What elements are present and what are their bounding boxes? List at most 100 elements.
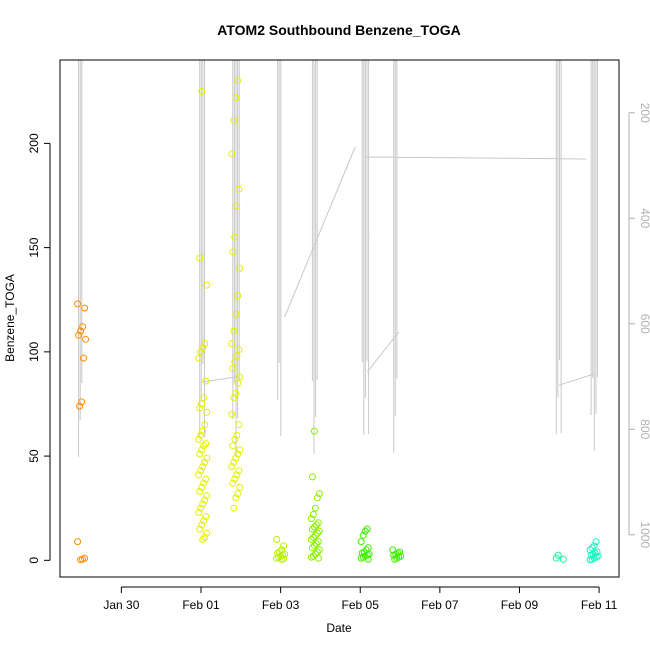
plot-frame bbox=[59, 59, 620, 578]
data-point bbox=[231, 233, 239, 241]
data-point bbox=[315, 527, 323, 535]
data-point bbox=[361, 527, 369, 535]
data-point bbox=[312, 521, 320, 529]
data-point bbox=[234, 292, 242, 300]
data-point bbox=[592, 538, 600, 546]
data-point bbox=[236, 265, 244, 272]
y-tick-label: 100 bbox=[27, 342, 41, 362]
data-point bbox=[201, 340, 209, 347]
data-point bbox=[236, 373, 244, 381]
data-point bbox=[363, 525, 371, 533]
data-point bbox=[200, 394, 208, 402]
data-point bbox=[233, 202, 241, 210]
data-point bbox=[230, 394, 238, 402]
data-point bbox=[196, 525, 204, 533]
data-point bbox=[233, 352, 241, 360]
data-point bbox=[308, 525, 316, 533]
data-point bbox=[230, 458, 238, 466]
data-point bbox=[364, 555, 372, 563]
data-point bbox=[312, 540, 320, 548]
y-axis-label: Benzene_TOGA bbox=[3, 274, 17, 362]
data-point bbox=[197, 431, 205, 439]
data-point bbox=[228, 150, 236, 158]
x-tick-label: Feb 11 bbox=[581, 598, 618, 612]
right-axis-tick-label: 400 bbox=[638, 208, 650, 228]
data-point bbox=[195, 508, 203, 516]
data-point bbox=[308, 544, 316, 552]
data-point bbox=[586, 556, 594, 564]
data-point bbox=[202, 377, 210, 385]
data-point bbox=[234, 379, 242, 387]
data-point bbox=[231, 358, 239, 366]
data-point bbox=[199, 500, 207, 508]
data-point bbox=[309, 511, 317, 518]
data-point bbox=[80, 354, 88, 362]
data-point bbox=[234, 450, 242, 458]
data-point bbox=[228, 463, 236, 470]
data-point bbox=[314, 538, 322, 546]
data-point bbox=[235, 421, 243, 429]
data-point bbox=[201, 496, 209, 504]
data-point bbox=[203, 281, 211, 289]
data-point bbox=[310, 427, 318, 435]
data-point bbox=[74, 538, 82, 546]
data-point bbox=[229, 248, 237, 256]
data-point bbox=[195, 471, 203, 479]
data-point bbox=[201, 458, 209, 466]
data-point bbox=[203, 529, 211, 537]
data-point bbox=[235, 346, 243, 354]
data-point bbox=[278, 555, 286, 563]
data-point bbox=[230, 117, 238, 124]
x-tick-label: Feb 07 bbox=[421, 598, 459, 612]
data-point bbox=[232, 310, 240, 318]
data-point bbox=[359, 531, 367, 539]
data-point bbox=[273, 554, 281, 562]
x-tick-label: Feb 03 bbox=[262, 598, 300, 612]
data-point bbox=[307, 553, 315, 561]
data-point bbox=[307, 536, 315, 543]
data-point bbox=[197, 467, 205, 475]
data-point bbox=[196, 254, 204, 262]
data-point bbox=[231, 435, 239, 443]
axes: 0 50 100 150 200 Jan 30 Feb 01 Feb 03 Feb 05 Feb … bbox=[27, 103, 650, 612]
data-point bbox=[75, 331, 83, 339]
data-point bbox=[229, 365, 237, 372]
data-point bbox=[198, 446, 206, 454]
data-point bbox=[196, 488, 204, 495]
data-point bbox=[195, 354, 203, 362]
data-point bbox=[308, 473, 316, 481]
data-point bbox=[76, 402, 84, 410]
chart-title: ATOM2 Southbound Benzene_TOGA bbox=[217, 22, 460, 38]
data-point bbox=[229, 479, 237, 487]
data-point bbox=[273, 536, 281, 543]
data-point bbox=[197, 348, 205, 356]
data-point bbox=[232, 454, 240, 462]
data-point bbox=[232, 390, 240, 397]
data-point bbox=[314, 554, 322, 562]
data-point bbox=[230, 327, 238, 335]
data-point bbox=[232, 494, 240, 502]
data-point bbox=[202, 475, 210, 483]
y-tick-label: 200 bbox=[27, 133, 41, 153]
x-tick-label: Feb 09 bbox=[501, 598, 539, 612]
data-point bbox=[234, 490, 242, 498]
data-point bbox=[307, 515, 315, 523]
data-point bbox=[198, 400, 206, 408]
y-tick-label: 50 bbox=[27, 449, 41, 463]
data-point bbox=[198, 483, 206, 491]
data-point bbox=[357, 554, 365, 562]
data-point bbox=[203, 492, 211, 500]
data-point bbox=[203, 408, 211, 416]
y-tick-label: 150 bbox=[27, 237, 41, 257]
data-point bbox=[201, 533, 209, 541]
data-point bbox=[74, 300, 82, 308]
data-point bbox=[228, 410, 236, 418]
data-point bbox=[552, 554, 560, 562]
data-point bbox=[81, 304, 89, 312]
data-point bbox=[233, 471, 241, 479]
data-point bbox=[195, 435, 203, 443]
x-tick-label: Feb 05 bbox=[342, 598, 380, 612]
data-point bbox=[230, 504, 238, 512]
data-point bbox=[200, 442, 208, 450]
right-axis-tick-label: 1000 bbox=[638, 521, 650, 548]
